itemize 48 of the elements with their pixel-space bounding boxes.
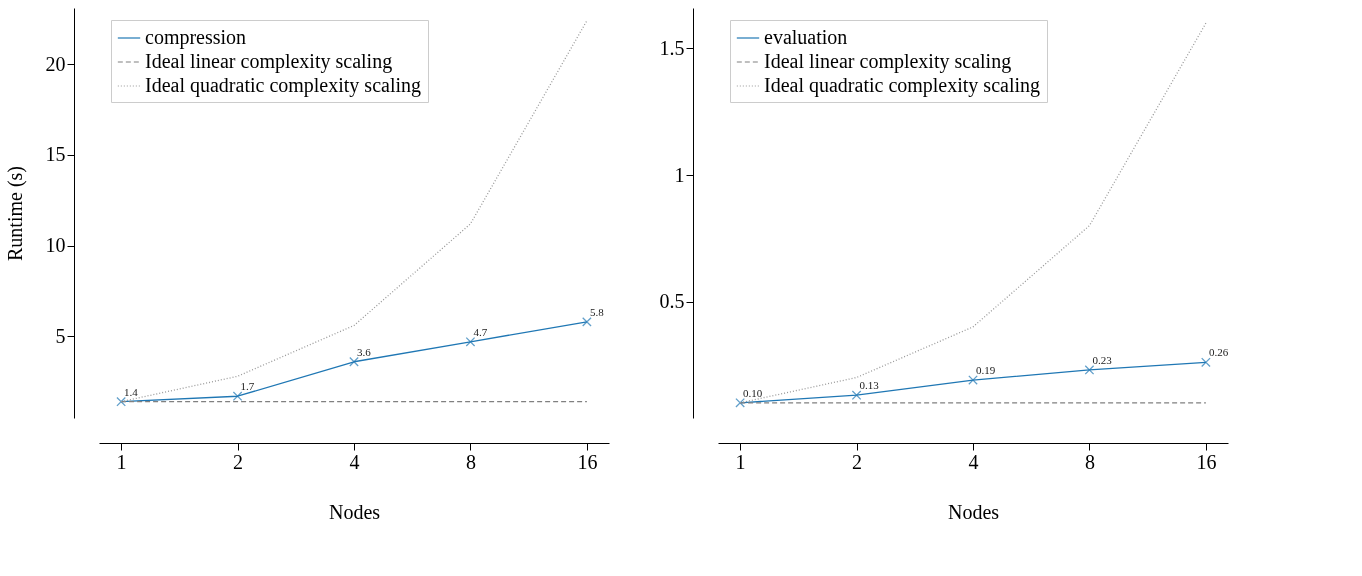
- point: [1201, 357, 1211, 368]
- x-axis-title: Nodes: [328, 500, 381, 523]
- x-tick-label: 4: [968, 450, 979, 473]
- point: [465, 336, 476, 347]
- y-tick-label: 15: [45, 143, 66, 166]
- data-label: 0.19: [976, 364, 996, 377]
- legend-label: Ideal quadratic complexity scaling: [764, 74, 1041, 97]
- data-label: 3.6: [357, 345, 372, 358]
- data-label: 0.23: [1092, 353, 1113, 366]
- line-series: [739, 22, 1207, 404]
- legend-label: compression: [145, 26, 247, 49]
- data-label: 0.26: [1208, 346, 1229, 359]
- point: [582, 317, 592, 327]
- point: [735, 397, 745, 408]
- y-tick-label: 1.5: [659, 36, 685, 59]
- data-label: 0.10: [743, 386, 763, 399]
- y-axis-title: Runtime (s): [3, 166, 27, 261]
- point: [232, 391, 243, 402]
- x-axis-title: Nodes: [947, 500, 1000, 523]
- y-tick-label: 10: [45, 234, 66, 257]
- point: [1084, 365, 1095, 375]
- data-label: 1.4: [124, 385, 139, 398]
- x-tick-label: 8: [1084, 450, 1095, 473]
- y-tick-label: 1: [674, 163, 685, 186]
- data-label: 4.7: [473, 325, 488, 338]
- data-label: 0.13: [859, 379, 880, 392]
- point: [968, 375, 978, 385]
- x-tick-label: 2: [852, 450, 863, 473]
- x-tick-label: 16: [1196, 450, 1217, 473]
- y-tick-label: 0.5: [659, 290, 685, 313]
- point: [851, 390, 862, 401]
- x-tick-label: 8: [465, 450, 476, 473]
- line-series: [120, 20, 588, 403]
- x-tick-label: 1: [116, 450, 127, 473]
- legend-label: Ideal quadratic complexity scaling: [145, 74, 422, 97]
- point: [116, 396, 126, 407]
- point: [349, 356, 359, 367]
- x-tick-label: 1: [735, 450, 746, 473]
- legend-label: Ideal linear complexity scaling: [764, 50, 1012, 73]
- data-label: 5.8: [589, 305, 605, 318]
- legend-label: evaluation: [764, 26, 848, 48]
- x-tick-label: 4: [349, 450, 360, 473]
- x-tick-label: 16: [577, 450, 598, 473]
- data-label: 1.7: [240, 380, 255, 393]
- y-tick-label: 5: [55, 324, 66, 347]
- x-tick-label: 2: [233, 450, 244, 473]
- legend-label: Ideal linear complexity scaling: [145, 50, 393, 73]
- y-tick-label: 20: [45, 52, 66, 75]
